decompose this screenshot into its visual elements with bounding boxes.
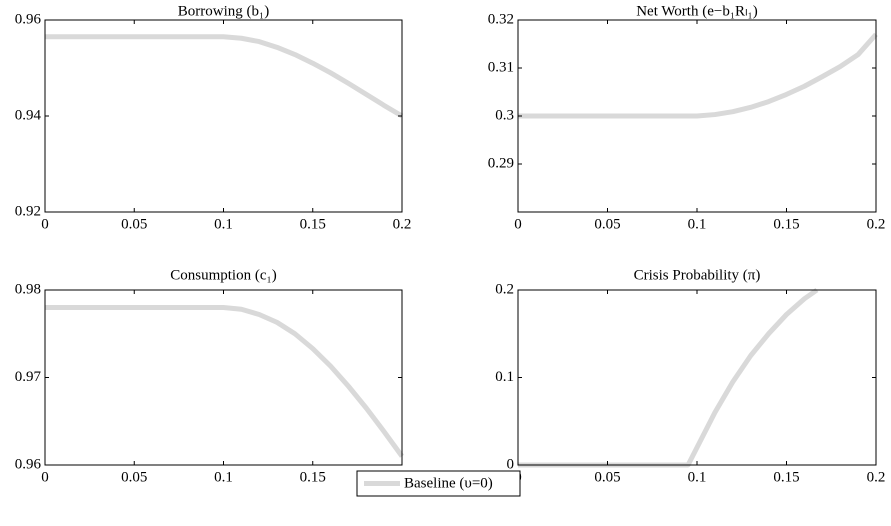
data-line (45, 305, 405, 458)
x-tick-label: 0.1 (214, 216, 233, 232)
data-line (518, 287, 819, 468)
y-tick-label: 0.92 (15, 203, 41, 219)
y-tick-label: 0.31 (488, 59, 514, 75)
x-tick-label: 0.15 (773, 469, 799, 485)
data-line (518, 32, 878, 119)
x-tick-label: 0.2 (393, 216, 412, 232)
y-tick-label: 0.96 (15, 456, 42, 472)
axes-frame (44, 289, 403, 466)
y-tick-label: 0.96 (15, 11, 42, 27)
x-tick-label: 0.05 (121, 469, 147, 485)
x-tick-label: 0.05 (121, 216, 147, 232)
y-tick-label: 0.29 (488, 155, 514, 171)
chart-title: Borrowing (b₁) (178, 3, 269, 19)
x-tick-label: 0.15 (773, 216, 799, 232)
x-tick-label: 0.1 (688, 469, 707, 485)
x-tick-label: 0.1 (688, 216, 707, 232)
chart-title: Net Worth (e−b₁Rₗ₁) (636, 3, 758, 19)
x-tick-label: 0.15 (300, 469, 326, 485)
chart-title: Consumption (c₁) (170, 267, 276, 283)
y-tick-label: 0.1 (495, 369, 514, 385)
y-tick-label: 0.94 (15, 107, 42, 123)
x-tick-label: 0 (41, 216, 49, 232)
x-tick-label: 0.15 (300, 216, 326, 232)
x-tick-label: 0.1 (214, 469, 233, 485)
y-tick-label: 0.3 (495, 107, 514, 123)
axes-frame (517, 289, 877, 466)
axes-frame (44, 19, 403, 213)
x-tick-label: 0.05 (594, 469, 620, 485)
y-tick-label: 0.98 (15, 281, 41, 297)
y-tick-label: 0.32 (488, 11, 514, 27)
y-tick-label: 0.2 (495, 281, 514, 297)
y-tick-label: 0 (507, 456, 515, 472)
y-tick-label: 0.97 (15, 369, 42, 385)
data-line (45, 34, 404, 119)
legend-label: Baseline (υ=0) (404, 475, 493, 491)
x-tick-label: 0 (514, 216, 522, 232)
chart-title: Crisis Probability (π) (634, 267, 761, 283)
x-tick-label: 0 (41, 469, 49, 485)
x-tick-label: 0.05 (594, 216, 620, 232)
x-tick-label: 0.2 (867, 216, 886, 232)
x-tick-label: 0.2 (867, 469, 886, 485)
